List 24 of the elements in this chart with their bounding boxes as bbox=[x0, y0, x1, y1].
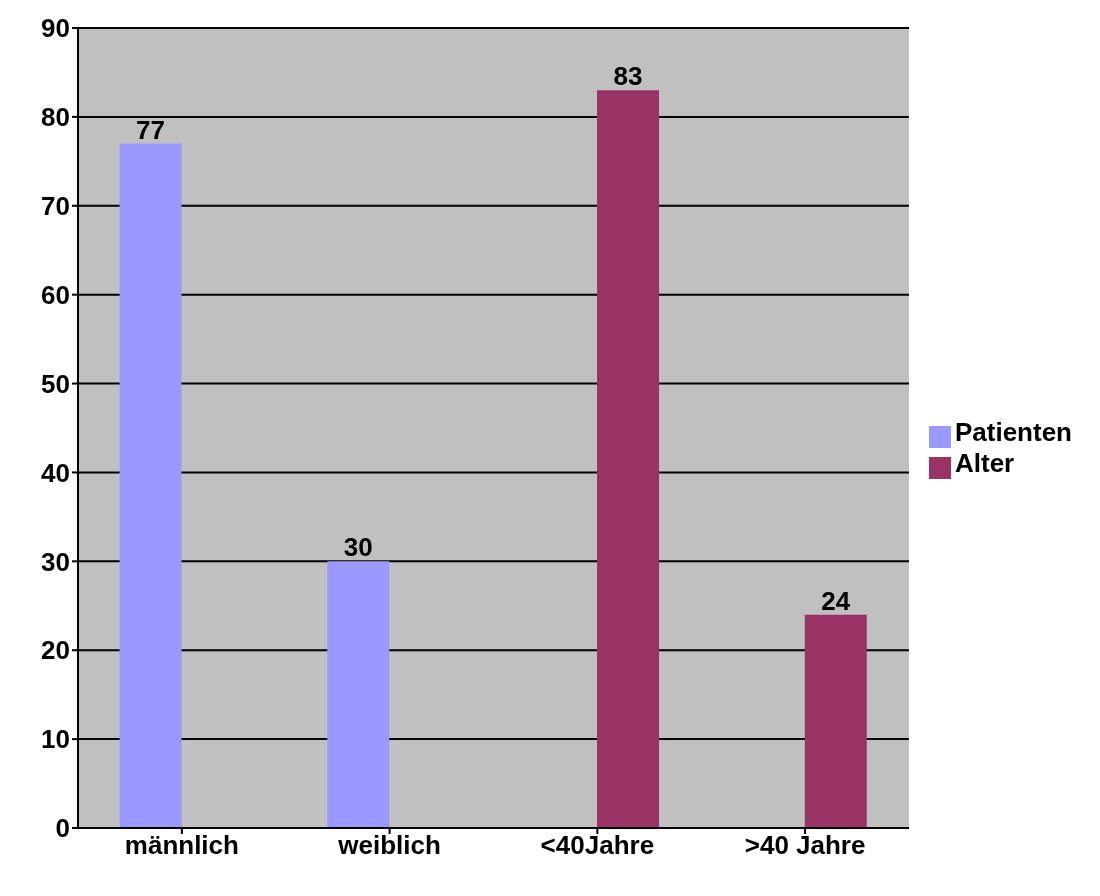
y-tick-label: 70 bbox=[41, 191, 70, 222]
bar bbox=[327, 561, 390, 828]
x-tick-label: <40Jahre bbox=[540, 830, 655, 861]
bar bbox=[119, 143, 182, 828]
data-label: 83 bbox=[613, 61, 643, 92]
data-label: 24 bbox=[821, 585, 851, 616]
bar bbox=[804, 614, 867, 828]
x-tick-label: >40 Jahre bbox=[744, 830, 866, 861]
y-tick-label: 30 bbox=[41, 546, 70, 577]
y-tick-label: 20 bbox=[41, 635, 70, 666]
y-tick-label: 10 bbox=[41, 724, 70, 755]
x-tick-label: weiblich bbox=[337, 830, 441, 861]
data-label: 30 bbox=[343, 532, 373, 563]
bar bbox=[597, 90, 660, 828]
y-tick-label: 80 bbox=[41, 102, 70, 133]
y-tick-label: 90 bbox=[41, 13, 70, 44]
legend-label: Patienten bbox=[954, 417, 1072, 447]
legend-label: Alter bbox=[954, 448, 1015, 478]
y-tick-label: 50 bbox=[41, 368, 70, 399]
y-tick-label: 60 bbox=[41, 279, 70, 310]
x-tick-label: männlich bbox=[124, 830, 239, 861]
y-tick-label: 0 bbox=[55, 813, 70, 844]
y-tick-label: 40 bbox=[41, 457, 70, 488]
data-label: 77 bbox=[136, 114, 166, 145]
